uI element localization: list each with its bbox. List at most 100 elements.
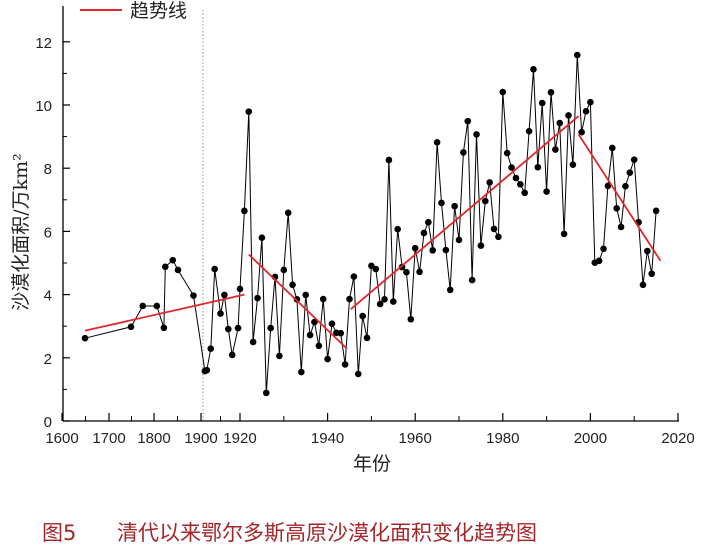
data-point bbox=[284, 209, 292, 217]
data-point bbox=[228, 351, 236, 359]
data-point bbox=[560, 230, 568, 238]
data-point bbox=[630, 156, 638, 163]
data-point bbox=[169, 256, 177, 264]
y-axis-label: 沙漠化面积/万km² bbox=[10, 153, 32, 311]
x-tick-label: 1800 bbox=[137, 430, 170, 447]
data-point bbox=[648, 270, 656, 278]
legend-trend-label: 趋势线 bbox=[130, 0, 187, 22]
data-point bbox=[525, 127, 533, 135]
trend-lines-layer bbox=[84, 115, 662, 350]
data-point bbox=[521, 189, 528, 197]
data-point bbox=[446, 286, 454, 294]
data-point bbox=[225, 325, 232, 333]
data-point bbox=[425, 218, 432, 226]
data-point bbox=[442, 246, 450, 254]
data-point bbox=[543, 188, 550, 195]
data-point bbox=[363, 334, 371, 342]
data-point bbox=[394, 225, 401, 233]
data-point bbox=[644, 247, 651, 255]
y-tick-label: 0 bbox=[44, 414, 52, 431]
data-point bbox=[403, 268, 410, 276]
data-point bbox=[587, 98, 594, 106]
x-tick-label: 1920 bbox=[223, 430, 256, 447]
data-point bbox=[420, 229, 428, 237]
y-tick-label: 8 bbox=[44, 161, 52, 178]
data-point bbox=[617, 223, 625, 231]
trend-line bbox=[84, 293, 245, 332]
data-point bbox=[534, 163, 542, 171]
data-point bbox=[573, 51, 581, 59]
data-point bbox=[359, 312, 366, 320]
data-point bbox=[315, 342, 323, 350]
data-point bbox=[174, 266, 182, 274]
series-layer bbox=[81, 51, 660, 397]
y-tick-label: 12 bbox=[35, 35, 52, 52]
x-tick-label: 1600 bbox=[45, 430, 78, 447]
x-tick-label: 2020 bbox=[661, 430, 694, 447]
x-tick-label: 1900 bbox=[184, 430, 217, 447]
data-point bbox=[582, 108, 590, 115]
data-point bbox=[609, 144, 616, 152]
data-point bbox=[289, 281, 296, 289]
data-point bbox=[460, 149, 467, 156]
data-point bbox=[652, 207, 660, 215]
x-ticks: 1600 1700 1800 1900 1920 1940 1960 1980 2000 2020 bbox=[45, 413, 695, 447]
data-point bbox=[547, 89, 555, 96]
data-point bbox=[298, 368, 305, 376]
data-point bbox=[411, 244, 419, 252]
data-point bbox=[376, 300, 384, 308]
data-point bbox=[451, 202, 458, 210]
data-point bbox=[481, 197, 489, 205]
data-point bbox=[530, 65, 537, 73]
y-tick-label: 6 bbox=[44, 224, 52, 241]
data-point bbox=[161, 263, 169, 271]
data-point bbox=[203, 366, 211, 374]
data-point bbox=[341, 361, 349, 368]
data-point bbox=[276, 352, 283, 360]
x-tick-label: 1940 bbox=[311, 430, 344, 447]
data-point bbox=[569, 161, 577, 169]
data-point bbox=[262, 389, 270, 397]
data-point bbox=[302, 291, 310, 299]
data-point bbox=[280, 266, 288, 274]
data-point bbox=[306, 331, 314, 339]
data-point bbox=[234, 324, 242, 332]
data-point bbox=[416, 268, 423, 276]
data-point bbox=[81, 334, 89, 342]
y-ticks: 0 2 4 6 8 10 12 bbox=[35, 35, 70, 431]
legend: 趋势线 bbox=[80, 0, 187, 22]
x-axis-label: 年份 bbox=[353, 453, 391, 475]
data-point bbox=[249, 338, 257, 346]
data-point bbox=[254, 294, 261, 302]
data-point bbox=[354, 370, 362, 378]
data-point bbox=[565, 112, 572, 119]
series-line bbox=[84, 55, 657, 393]
data-point bbox=[390, 298, 397, 305]
data-point bbox=[324, 355, 331, 363]
data-point bbox=[127, 323, 135, 331]
data-point bbox=[319, 295, 327, 303]
trend-line bbox=[248, 253, 348, 350]
data-point bbox=[245, 108, 253, 115]
y-tick-label: 4 bbox=[44, 288, 52, 305]
x-tick-label: 1700 bbox=[92, 430, 125, 447]
data-point bbox=[139, 302, 147, 310]
data-point bbox=[211, 265, 218, 273]
data-point bbox=[372, 265, 380, 273]
data-point bbox=[217, 310, 224, 317]
data-point bbox=[604, 182, 612, 190]
y-tick-label: 10 bbox=[35, 98, 52, 115]
data-point bbox=[499, 88, 507, 96]
data-point bbox=[207, 345, 215, 352]
data-point bbox=[556, 119, 564, 127]
data-point bbox=[258, 234, 266, 242]
data-point bbox=[477, 242, 485, 249]
data-point bbox=[517, 181, 524, 188]
data-point bbox=[160, 324, 168, 332]
data-point bbox=[350, 273, 358, 280]
data-point bbox=[190, 292, 197, 299]
data-point bbox=[381, 296, 388, 303]
data-point bbox=[473, 131, 480, 138]
data-point bbox=[578, 128, 585, 136]
